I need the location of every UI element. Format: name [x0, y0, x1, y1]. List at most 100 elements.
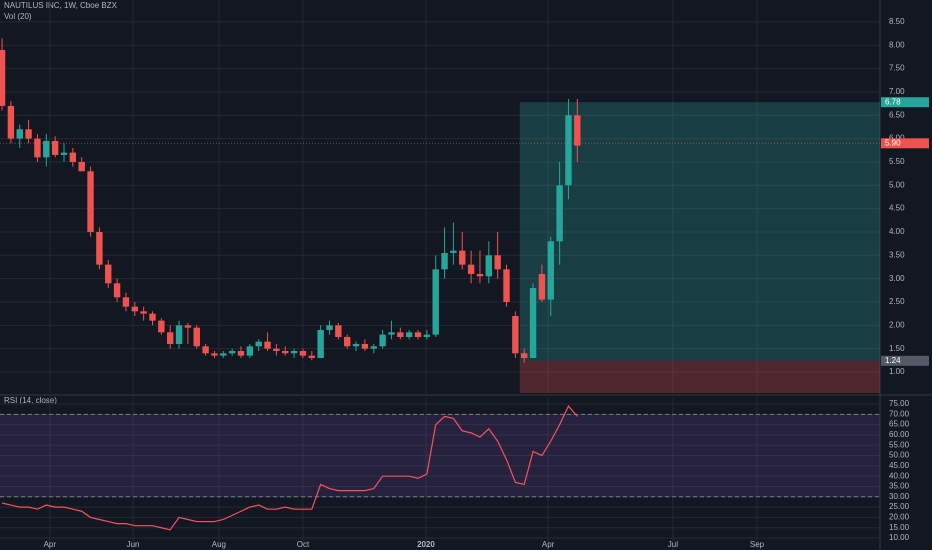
candle-body	[122, 297, 130, 307]
candle-body	[60, 152, 68, 155]
y-tick-label: 4.50	[889, 204, 905, 213]
candle-body	[105, 264, 112, 284]
candle-body	[16, 129, 23, 139]
y-tick-label: 65.00	[889, 420, 910, 429]
candle-body	[158, 320, 165, 333]
candle-body	[405, 332, 413, 337]
candle-body	[220, 353, 227, 356]
volume-label: Vol (20)	[4, 12, 32, 21]
x-tick-label: Aug	[212, 540, 226, 549]
candle-body	[237, 350, 245, 356]
candle-body	[476, 273, 484, 277]
y-tick-label: 7.50	[889, 64, 905, 73]
candle-body	[494, 255, 501, 270]
candle-body	[228, 350, 236, 354]
candle-body	[193, 327, 200, 347]
candle-body	[211, 353, 218, 356]
candle-body	[503, 269, 510, 302]
y-tick-label: 75.00	[889, 399, 910, 408]
candle-body	[175, 325, 183, 344]
candle-body	[556, 185, 563, 242]
candle-body	[7, 105, 15, 139]
candle-body	[282, 350, 289, 354]
price-label-box	[881, 138, 929, 149]
y-tick-label: 4.00	[889, 227, 905, 236]
price-label: 1.24	[885, 356, 901, 365]
candle-body	[441, 252, 448, 270]
y-tick-label: 2.50	[889, 297, 905, 306]
y-tick-label: 8.00	[889, 40, 905, 49]
y-tick-label: 50.00	[889, 451, 910, 460]
candle-body	[96, 231, 103, 265]
candle-body	[538, 273, 546, 300]
y-tick-label: 5.00	[889, 180, 905, 189]
candle-body	[184, 325, 192, 328]
chart-title: NAUTILUS INC, 1W, Cboe BZX	[4, 1, 118, 10]
candle-body	[485, 255, 493, 277]
y-tick-label: 7.00	[889, 87, 905, 96]
y-tick-label: 55.00	[889, 440, 910, 449]
candle-body	[388, 332, 395, 335]
candle-body	[34, 138, 41, 158]
y-tick-label: 2.00	[889, 320, 905, 329]
y-tick-label: 5.50	[889, 157, 905, 166]
price-label: 6.78	[885, 97, 901, 106]
y-tick-label: 8.50	[889, 17, 905, 26]
x-tick-label: Oct	[297, 540, 310, 549]
candle-body	[317, 329, 324, 358]
candle-body	[326, 325, 333, 330]
rsi-line	[1, 404, 578, 531]
candle-body	[352, 343, 360, 347]
x-tick-label: 2020	[417, 540, 435, 549]
candle-body	[414, 332, 422, 337]
price-label-box	[881, 355, 929, 366]
candle-body	[202, 346, 209, 354]
x-tick-label: Jul	[668, 540, 678, 549]
y-tick-label: 60.00	[889, 430, 910, 439]
candle-body	[299, 350, 307, 356]
candle-body	[140, 311, 147, 314]
candle-body	[459, 250, 466, 265]
price-label-box	[881, 97, 929, 108]
candle-body	[335, 325, 342, 337]
candle-body	[264, 341, 271, 349]
candle-body	[370, 346, 377, 349]
candle-body	[547, 241, 554, 300]
x-tick-label: Jun	[127, 540, 140, 549]
candle-body	[432, 269, 439, 335]
candle-body	[0, 49, 6, 106]
y-tick-label: 1.00	[889, 367, 905, 376]
position-stop	[519, 360, 880, 393]
y-tick-label: 15.00	[889, 523, 910, 532]
candle-body	[379, 334, 386, 347]
x-tick-label: Apr	[542, 540, 555, 549]
candle-body	[69, 152, 77, 162]
y-tick-label: 20.00	[889, 513, 910, 522]
candle-body	[43, 140, 50, 158]
y-tick-label: 3.00	[889, 274, 905, 283]
y-tick-label: 3.50	[889, 250, 905, 259]
candle-body	[467, 264, 475, 274]
y-tick-label: 6.50	[889, 110, 905, 119]
rsi-band	[0, 414, 880, 497]
candle-body	[565, 115, 572, 186]
candle-body	[255, 341, 262, 347]
x-tick-label: Apr	[44, 540, 57, 549]
candle-body	[529, 287, 537, 358]
y-tick-label: 70.00	[889, 409, 910, 418]
candle-body	[166, 332, 174, 344]
candle-body	[25, 129, 32, 139]
price-label: 5.90	[885, 138, 901, 147]
x-tick-label: Sep	[750, 540, 765, 549]
y-tick-label: 25.00	[889, 502, 910, 511]
candle-body	[113, 283, 121, 298]
candle-body	[246, 346, 254, 356]
candle-body	[87, 171, 94, 232]
y-tick-label: 6.00	[889, 134, 905, 143]
y-tick-label: 10.00	[889, 533, 910, 542]
candle-body	[344, 336, 351, 347]
candle-body	[273, 348, 280, 351]
candle-body	[51, 140, 59, 155]
